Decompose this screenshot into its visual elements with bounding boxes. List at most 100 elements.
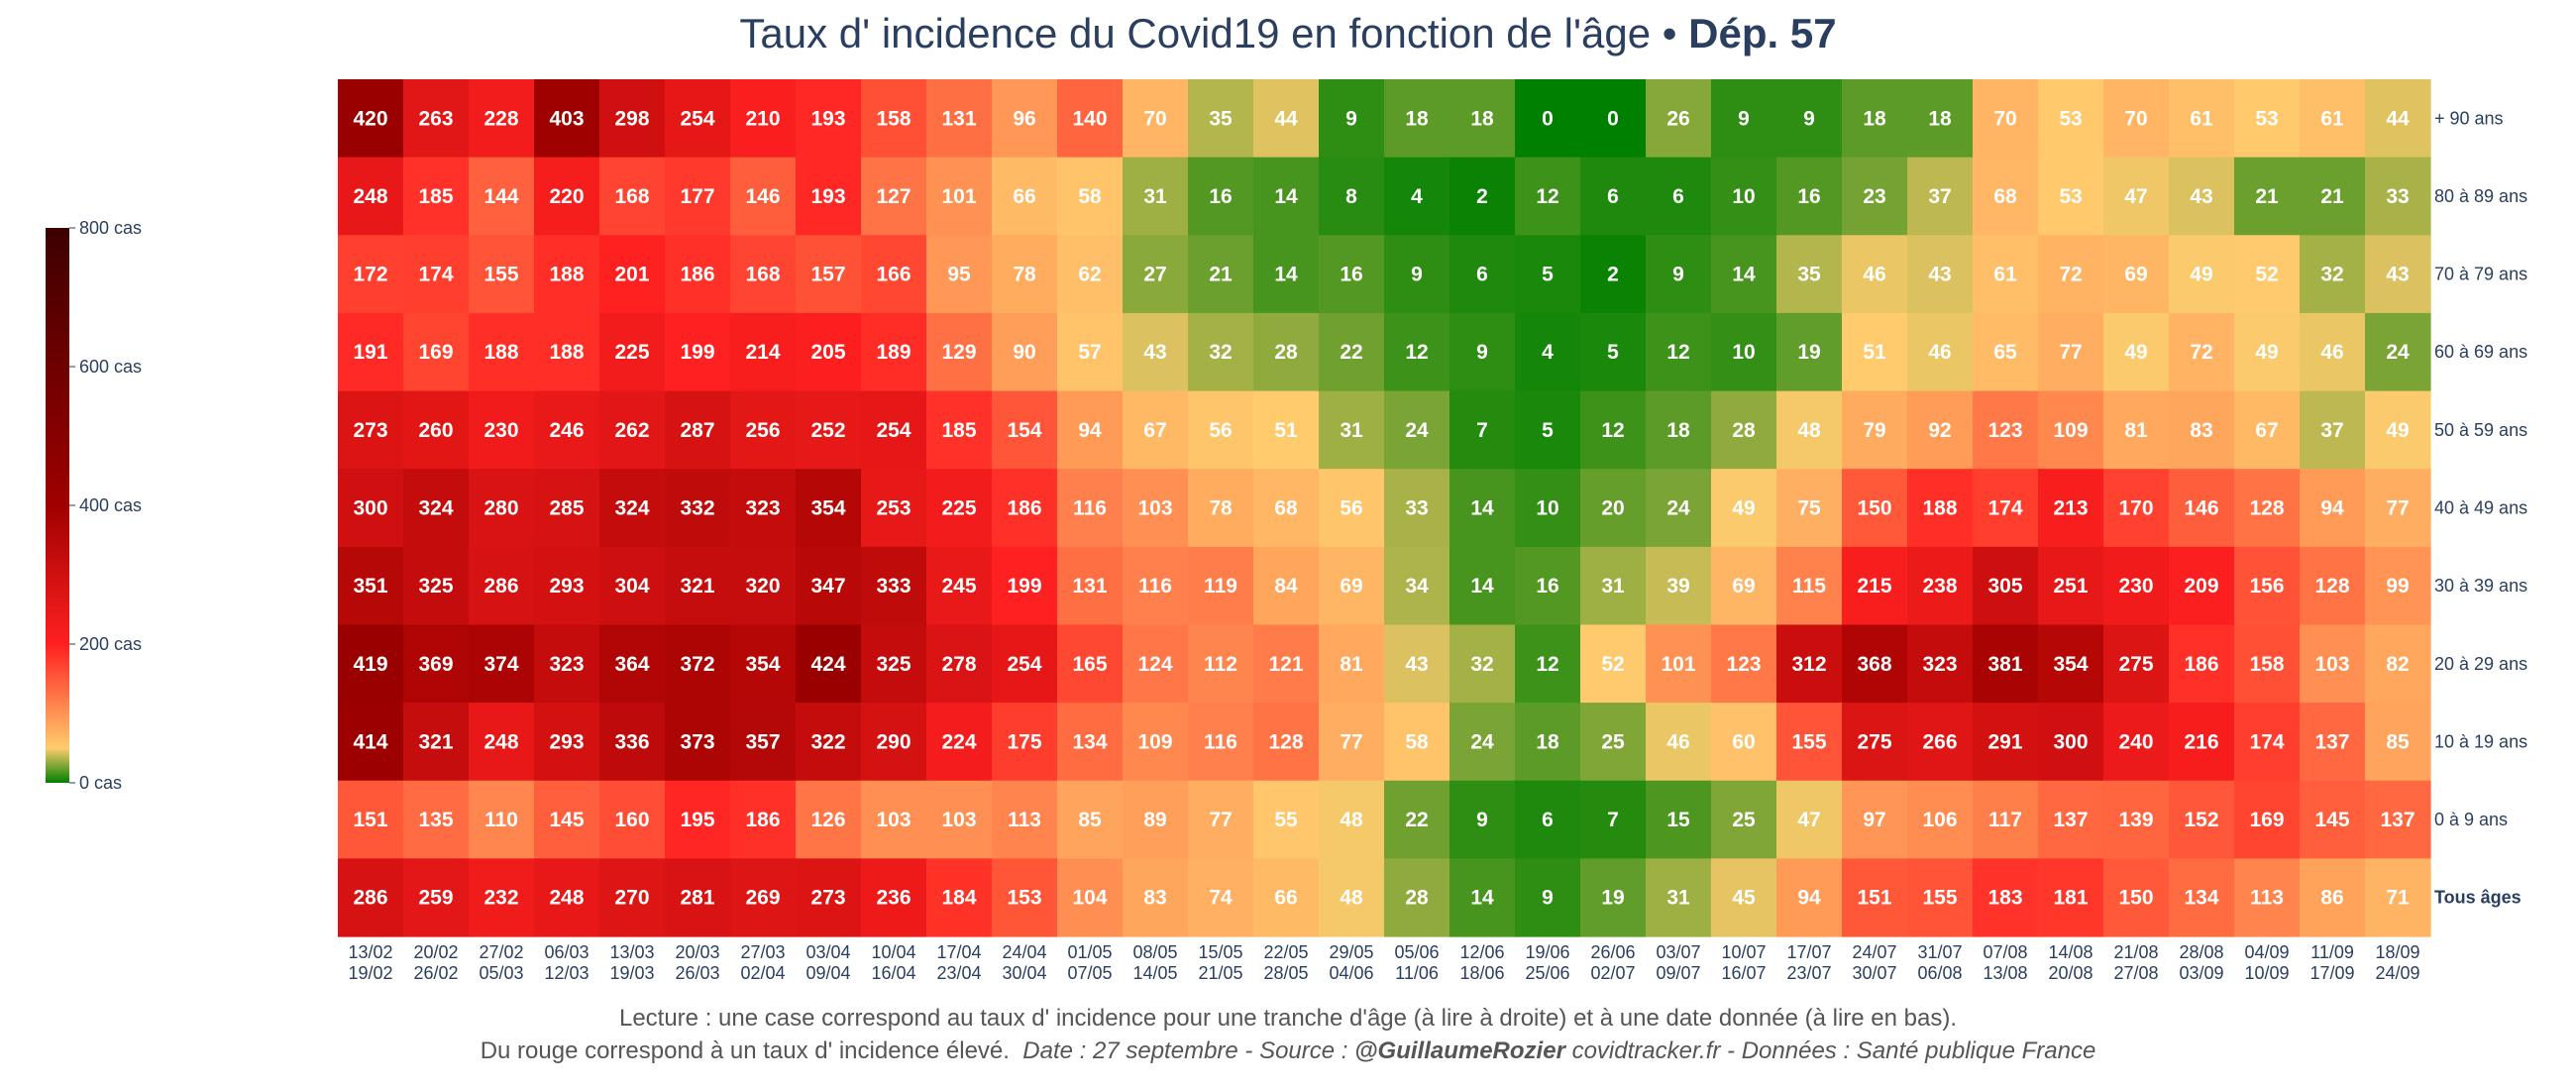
heatmap-cell-value: 49 xyxy=(1732,497,1755,520)
date-range-start-label: 03/04 xyxy=(805,942,850,962)
heatmap-cell-value: 174 xyxy=(1987,497,2022,520)
heatmap-cell-value: 31 xyxy=(1601,575,1625,598)
heatmap-cell-value: 134 xyxy=(2184,887,2218,910)
heatmap-cell-value: 381 xyxy=(1987,653,2022,676)
heatmap-cell xyxy=(2234,780,2301,859)
heatmap-cell-value: 69 xyxy=(1340,575,1362,598)
heatmap-cell xyxy=(1907,312,1974,392)
heatmap-cell xyxy=(2365,79,2431,159)
heatmap-cell-value: 305 xyxy=(1987,575,2022,598)
heatmap-cell xyxy=(2300,235,2366,314)
heatmap-cell-value: 225 xyxy=(614,341,649,364)
heatmap-cell xyxy=(599,79,666,159)
date-range-start-label: 28/08 xyxy=(2179,942,2223,962)
heatmap-cell-value: 25 xyxy=(1601,730,1625,753)
date-range-start-label: 11/09 xyxy=(2310,942,2354,962)
heatmap-cell-value: 293 xyxy=(549,575,584,598)
heatmap-cell-value: 424 xyxy=(810,653,845,676)
heatmap-cell-value: 20 xyxy=(1601,497,1624,520)
heatmap-cell-value: 230 xyxy=(2118,575,2153,598)
date-range-start-label: 21/08 xyxy=(2113,942,2158,962)
heatmap-cell xyxy=(1842,546,1908,626)
heatmap-cell xyxy=(1973,235,2039,314)
heatmap-cell-value: 49 xyxy=(2255,341,2278,364)
heatmap-cell-value: 213 xyxy=(2053,497,2088,520)
heatmap-cell xyxy=(534,79,600,159)
heatmap-cell xyxy=(2038,312,2104,392)
heatmap-cell xyxy=(2103,235,2170,314)
heatmap-cell-value: 77 xyxy=(1340,730,1362,753)
heatmap-cell xyxy=(1907,235,1974,314)
heatmap-cell xyxy=(2038,235,2104,314)
heatmap-cell-value: 4 xyxy=(1542,341,1554,364)
heatmap-cell xyxy=(1907,469,1974,548)
heatmap-cell-value: 37 xyxy=(1928,185,1951,208)
heatmap-cell-value: 181 xyxy=(2053,887,2088,910)
heatmap-cell xyxy=(1973,624,2039,704)
heatmap-cell-value: 56 xyxy=(1340,497,1362,520)
heatmap-cell xyxy=(1907,703,1974,782)
heatmap-cell-value: 0 xyxy=(1542,107,1554,130)
heatmap-cell xyxy=(2365,157,2431,236)
chart-title: Taux d' incidence du Covid19 en fonction… xyxy=(739,10,1836,56)
heatmap-cell xyxy=(1973,858,2039,937)
heatmap-cell xyxy=(2169,780,2235,859)
heatmap-cell-value: 157 xyxy=(810,264,845,286)
heatmap-cell-value: 185 xyxy=(418,185,453,208)
date-range-end-label: 19/03 xyxy=(609,963,654,983)
colorbar: 800 cas 600 cas 400 cas 200 cas 0 cas xyxy=(46,218,142,793)
heatmap-cell-value: 16 xyxy=(1797,185,1820,208)
heatmap-cell-value: 186 xyxy=(745,809,780,831)
heatmap-cell xyxy=(1253,624,1320,704)
age-group-label: 60 à 69 ans xyxy=(2434,342,2527,362)
heatmap-cell-value: 46 xyxy=(1666,730,1689,753)
heatmap-cell-value: 97 xyxy=(1863,809,1885,831)
heatmap-cell-value: 368 xyxy=(1857,653,1891,676)
heatmap-cell-value: 35 xyxy=(1797,264,1821,286)
heatmap-cell xyxy=(992,79,1058,159)
heatmap-cell-value: 94 xyxy=(1797,887,1821,910)
heatmap-cell xyxy=(1646,780,1712,859)
heatmap-cell xyxy=(1188,703,1254,782)
heatmap-cell xyxy=(992,312,1058,392)
heatmap-cell-value: 273 xyxy=(353,419,387,442)
heatmap-cell xyxy=(1515,235,1581,314)
heatmap-cell-value: 129 xyxy=(941,341,976,364)
heatmap-cell-value: 7 xyxy=(1607,809,1619,831)
heatmap-cell xyxy=(1384,703,1450,782)
heatmap-cell-value: 10 xyxy=(1536,497,1558,520)
heatmap-cell-value: 127 xyxy=(876,185,911,208)
heatmap-cell-value: 170 xyxy=(2118,497,2153,520)
heatmap-cell xyxy=(665,858,731,937)
heatmap-cell xyxy=(1319,390,1385,470)
heatmap-cell-value: 85 xyxy=(2386,730,2410,753)
heatmap-cell-value: 364 xyxy=(614,653,649,676)
heatmap-cell xyxy=(1449,312,1516,392)
heatmap-cell-value: 158 xyxy=(876,107,911,130)
heatmap-cell-value: 70 xyxy=(1143,107,1166,130)
heatmap-cell xyxy=(1711,858,1777,937)
heatmap-cell-value: 70 xyxy=(2124,107,2147,130)
heatmap-cell-value: 0 xyxy=(1607,107,1619,130)
heatmap-cell xyxy=(2234,79,2301,159)
heatmap-cell-value: 24 xyxy=(1666,497,1690,520)
age-group-label: 40 à 49 ans xyxy=(2434,498,2527,518)
heatmap-cell xyxy=(665,312,731,392)
heatmap-cell xyxy=(926,624,993,704)
heatmap-cell-value: 112 xyxy=(1204,653,1237,676)
heatmap-cell xyxy=(1123,157,1189,236)
heatmap-cell xyxy=(1907,79,1974,159)
colorbar-tick-label: 200 cas xyxy=(79,634,142,654)
heatmap-cell-value: 169 xyxy=(418,341,453,364)
heatmap-cell-value: 62 xyxy=(1078,264,1101,286)
date-range-end-label: 06/08 xyxy=(1917,963,1962,983)
heatmap-cell-value: 188 xyxy=(549,341,584,364)
heatmap-cell-value: 246 xyxy=(549,419,584,442)
heatmap-cell xyxy=(730,390,797,470)
heatmap-cell-value: 103 xyxy=(2314,653,2349,676)
heatmap-cell-value: 86 xyxy=(2320,887,2343,910)
heatmap-cell xyxy=(1188,390,1254,470)
heatmap-cell xyxy=(2103,780,2170,859)
heatmap-cell xyxy=(796,79,862,159)
heatmap-cell xyxy=(730,858,797,937)
